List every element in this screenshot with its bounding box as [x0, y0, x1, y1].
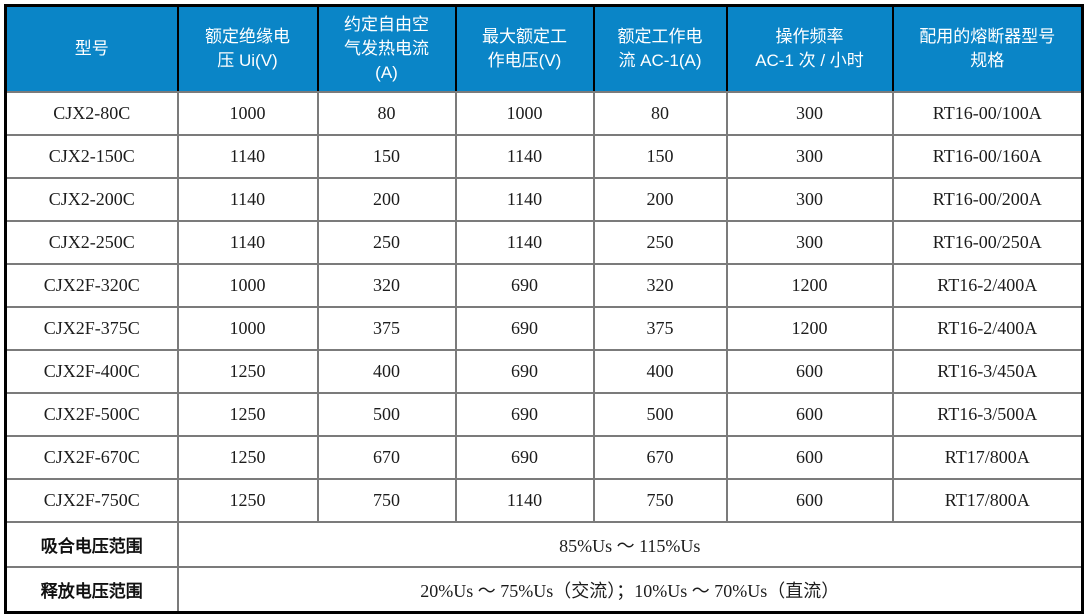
footer-row: 释放电压范围 20%Us ～ 75%Us（交流）；10%Us ～ 70%Us（直流… — [4, 566, 1084, 614]
model-cell: CJX2F-500C — [4, 392, 179, 437]
value-cell: 600 — [725, 392, 894, 437]
value-cell: 690 — [454, 306, 595, 351]
value-cell: 250 — [316, 220, 457, 265]
table-header: 型号 额定绝缘电 压 Ui(V) 约定自由空 气发热电流 (A) 最大额定工 作电压(… — [4, 4, 1084, 93]
value-cell: 1140 — [176, 177, 319, 222]
table-row: CJX2F-375C 1000 375 690 375 1200 RT16-2/400A — [4, 306, 1084, 351]
value-cell: 670 — [316, 435, 457, 480]
value-cell: RT16-00/100A — [891, 91, 1084, 136]
footer-value-cell: 20%Us ～ 75%Us（交流）；10%Us ～ 70%Us（直流） — [176, 566, 1084, 614]
model-cell: CJX2F-670C — [4, 435, 179, 480]
value-cell: 1250 — [176, 435, 319, 480]
value-cell: 1000 — [454, 91, 595, 136]
value-cell: 750 — [592, 478, 728, 523]
value-cell: 320 — [592, 263, 728, 308]
footer-value-cell: 85%Us ～ 115%Us — [176, 521, 1084, 568]
model-cell: CJX2F-750C — [4, 478, 179, 523]
column-header: 额定绝缘电 压 Ui(V) — [176, 4, 319, 93]
value-cell: RT16-2/400A — [891, 306, 1084, 351]
column-header: 操作频率 AC-1 次 / 小时 — [725, 4, 894, 93]
value-cell: 1200 — [725, 306, 894, 351]
value-cell: 1250 — [176, 478, 319, 523]
value-cell: RT16-00/160A — [891, 134, 1084, 179]
model-cell: CJX2-150C — [4, 134, 179, 179]
value-cell: 1140 — [454, 134, 595, 179]
value-cell: RT16-00/250A — [891, 220, 1084, 265]
value-cell: 375 — [316, 306, 457, 351]
model-cell: CJX2F-320C — [4, 263, 179, 308]
model-cell: CJX2-200C — [4, 177, 179, 222]
value-cell: 1140 — [176, 134, 319, 179]
value-cell: 250 — [592, 220, 728, 265]
table-row: CJX2-200C 1140 200 1140 200 300 RT16-00/200A — [4, 177, 1084, 222]
model-cell: CJX2-80C — [4, 91, 179, 136]
table-row: CJX2-80C 1000 80 1000 80 300 RT16-00/100A — [4, 91, 1084, 136]
footer-label-cell: 释放电压范围 — [4, 566, 179, 614]
header-row: 型号 额定绝缘电 压 Ui(V) 约定自由空 气发热电流 (A) 最大额定工 作电压(… — [4, 4, 1084, 93]
model-cell: CJX2-250C — [4, 220, 179, 265]
footer-row: 吸合电压范围 85%Us ～ 115%Us — [4, 521, 1084, 568]
table-row: CJX2F-400C 1250 400 690 400 600 RT16-3/450A — [4, 349, 1084, 394]
value-cell: 690 — [454, 349, 595, 394]
value-cell: 670 — [592, 435, 728, 480]
value-cell: 80 — [316, 91, 457, 136]
value-cell: 500 — [316, 392, 457, 437]
value-cell: RT17/800A — [891, 435, 1084, 480]
value-cell: 1140 — [454, 220, 595, 265]
table-row: CJX2-250C 1140 250 1140 250 300 RT16-00/250A — [4, 220, 1084, 265]
value-cell: RT16-3/500A — [891, 392, 1084, 437]
table-body: CJX2-80C 1000 80 1000 80 300 RT16-00/100A CJX2-… — [4, 91, 1084, 614]
value-cell: RT16-00/200A — [891, 177, 1084, 222]
value-cell: 600 — [725, 478, 894, 523]
value-cell: 750 — [316, 478, 457, 523]
value-cell: 320 — [316, 263, 457, 308]
value-cell: 200 — [316, 177, 457, 222]
value-cell: 300 — [725, 177, 894, 222]
value-cell: 300 — [725, 134, 894, 179]
column-header: 额定工作电 流 AC-1(A) — [592, 4, 728, 93]
value-cell: 600 — [725, 349, 894, 394]
column-header: 最大额定工 作电压(V) — [454, 4, 595, 93]
value-cell: RT17/800A — [891, 478, 1084, 523]
value-cell: 1140 — [176, 220, 319, 265]
value-cell: 690 — [454, 435, 595, 480]
table-row: CJX2-150C 1140 150 1140 150 300 RT16-00/160A — [4, 134, 1084, 179]
value-cell: RT16-2/400A — [891, 263, 1084, 308]
model-cell: CJX2F-400C — [4, 349, 179, 394]
value-cell: 690 — [454, 263, 595, 308]
footer-label-cell: 吸合电压范围 — [4, 521, 179, 568]
value-cell: 375 — [592, 306, 728, 351]
column-header: 约定自由空 气发热电流 (A) — [316, 4, 457, 93]
value-cell: 500 — [592, 392, 728, 437]
value-cell: 1250 — [176, 349, 319, 394]
table-row: CJX2F-670C 1250 670 690 670 600 RT17/800A — [4, 435, 1084, 480]
value-cell: 690 — [454, 392, 595, 437]
value-cell: 150 — [316, 134, 457, 179]
value-cell: 300 — [725, 220, 894, 265]
table-row: CJX2F-750C 1250 750 1140 750 600 RT17/800A — [4, 478, 1084, 523]
value-cell: 400 — [592, 349, 728, 394]
table-row: CJX2F-500C 1250 500 690 500 600 RT16-3/500A — [4, 392, 1084, 437]
column-header: 配用的熔断器型号 规格 — [891, 4, 1084, 93]
value-cell: 1140 — [454, 478, 595, 523]
value-cell: 1140 — [454, 177, 595, 222]
value-cell: 200 — [592, 177, 728, 222]
column-header: 型号 — [4, 4, 179, 93]
model-cell: CJX2F-375C — [4, 306, 179, 351]
value-cell: 1200 — [725, 263, 894, 308]
value-cell: 150 — [592, 134, 728, 179]
value-cell: 1000 — [176, 263, 319, 308]
table-row: CJX2F-320C 1000 320 690 320 1200 RT16-2/400A — [4, 263, 1084, 308]
value-cell: 80 — [592, 91, 728, 136]
contactor-spec-table: 型号 额定绝缘电 压 Ui(V) 约定自由空 气发热电流 (A) 最大额定工 作电压(… — [4, 4, 1084, 614]
value-cell: 1250 — [176, 392, 319, 437]
value-cell: RT16-3/450A — [891, 349, 1084, 394]
value-cell: 1000 — [176, 91, 319, 136]
value-cell: 400 — [316, 349, 457, 394]
value-cell: 300 — [725, 91, 894, 136]
value-cell: 1000 — [176, 306, 319, 351]
value-cell: 600 — [725, 435, 894, 480]
